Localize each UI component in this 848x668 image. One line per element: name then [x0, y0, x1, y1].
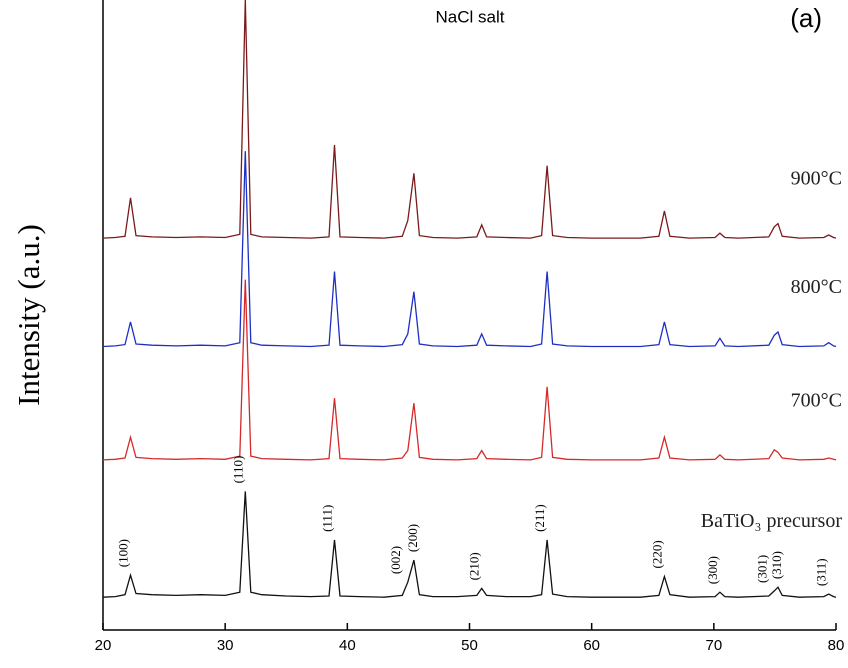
peak-label: (200) — [405, 524, 420, 552]
x-tick-label: 40 — [339, 637, 356, 654]
peak-label: (301) — [754, 555, 769, 583]
series-line — [102, 151, 837, 348]
peak-label: (311) — [814, 558, 829, 586]
peak-label: (211) — [532, 504, 547, 532]
peak-label: (300) — [705, 556, 720, 584]
peak-label: (310) — [769, 551, 784, 579]
x-tick-label: 20 — [95, 637, 112, 654]
peak-label: (110) — [230, 456, 245, 484]
x-tick-label: 60 — [583, 637, 600, 654]
x-tick-label: 70 — [705, 637, 722, 654]
x-tick-label: 80 — [828, 637, 845, 654]
peak-label: (210) — [467, 552, 482, 580]
series-label: 800°C — [791, 276, 842, 298]
y-axis-label: Intensity (a.u.) — [11, 224, 46, 406]
series-label: BaTiO₃ precursor — [701, 510, 843, 532]
peak-label: (100) — [115, 539, 130, 567]
series-line — [102, 491, 837, 598]
peak-label: (220) — [649, 540, 664, 568]
series-label: 900°C — [791, 168, 842, 190]
peak-label: (111) — [319, 505, 334, 532]
chart-title: NaCl salt — [436, 7, 505, 26]
series-line — [102, 0, 837, 239]
panel-label: (a) — [790, 3, 822, 33]
x-tick-label: 30 — [217, 637, 234, 654]
series-line — [102, 279, 837, 461]
peak-label: (002) — [388, 546, 403, 574]
series-label: 700°C — [791, 389, 842, 411]
x-tick-label: 50 — [461, 637, 478, 654]
